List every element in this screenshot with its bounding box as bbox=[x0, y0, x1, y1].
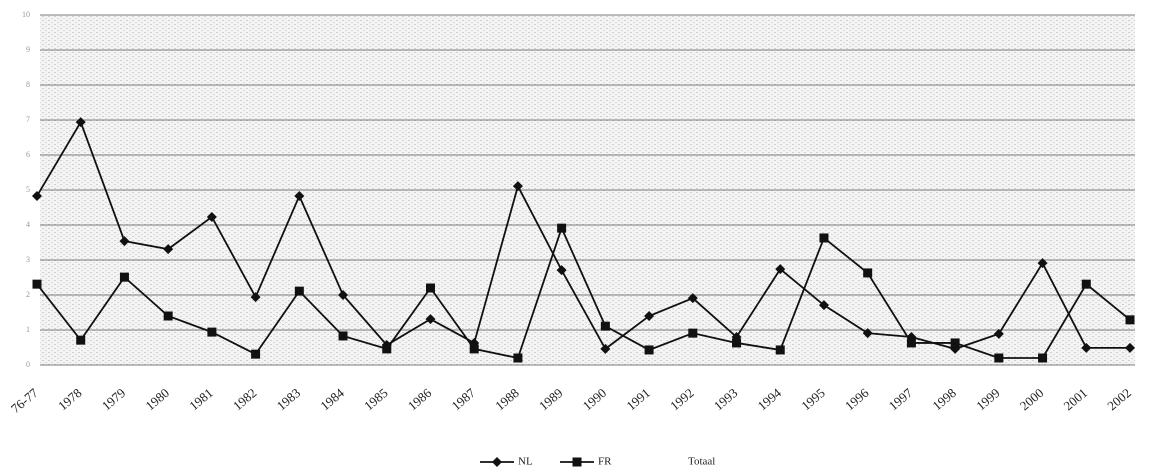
marker bbox=[1037, 258, 1048, 269]
marker bbox=[732, 338, 742, 348]
marker bbox=[950, 338, 960, 348]
x-tick-label: 1997 bbox=[886, 385, 916, 414]
marker bbox=[207, 327, 217, 337]
x-tick-label: 1987 bbox=[448, 385, 478, 414]
x-tick-label: 1999 bbox=[973, 385, 1003, 413]
y-tick-label: 4 bbox=[26, 220, 30, 229]
marker bbox=[32, 279, 42, 289]
marker bbox=[863, 268, 873, 278]
marker bbox=[1081, 279, 1091, 289]
marker bbox=[382, 344, 392, 354]
marker bbox=[512, 181, 523, 192]
marker bbox=[994, 353, 1004, 363]
marker bbox=[513, 353, 523, 363]
marker bbox=[556, 265, 567, 276]
x-tick-label: 76-77 bbox=[8, 385, 41, 416]
x-tick-label: 1981 bbox=[186, 385, 216, 413]
marker bbox=[294, 286, 304, 296]
x-tick-label: 1989 bbox=[536, 385, 566, 413]
line bbox=[36, 120, 1130, 351]
x-tick-label: 1980 bbox=[142, 385, 172, 413]
marker bbox=[425, 314, 436, 325]
marker bbox=[492, 457, 502, 467]
marker bbox=[76, 335, 86, 345]
legend-label: FR bbox=[598, 456, 612, 468]
marker bbox=[294, 190, 305, 201]
y-tick-label: 7 bbox=[26, 115, 30, 124]
marker bbox=[818, 300, 829, 311]
marker bbox=[75, 117, 86, 128]
y-tick-label: 9 bbox=[26, 45, 30, 54]
legend-label: NL bbox=[518, 456, 533, 468]
y-tick-label: 3 bbox=[26, 255, 30, 264]
marker bbox=[119, 236, 130, 247]
y-tick-label: 6 bbox=[26, 150, 30, 159]
x-tick-label: 2001 bbox=[1061, 385, 1091, 413]
marker bbox=[163, 244, 174, 255]
y-tick-label: 0 bbox=[26, 360, 30, 369]
x-tick-label: 1979 bbox=[99, 385, 129, 413]
marker bbox=[775, 345, 785, 355]
marker bbox=[338, 290, 349, 300]
marker bbox=[819, 233, 829, 243]
marker bbox=[119, 272, 129, 282]
marker bbox=[338, 331, 348, 341]
marker bbox=[644, 311, 655, 321]
x-tick-label: 1993 bbox=[711, 385, 741, 413]
marker bbox=[687, 293, 698, 304]
marker bbox=[1125, 342, 1135, 353]
x-tick-label: 1992 bbox=[667, 385, 697, 413]
x-tick-label: 1996 bbox=[842, 385, 872, 414]
y-tick-label: 8 bbox=[26, 80, 30, 89]
x-tick-label: 1994 bbox=[755, 385, 785, 414]
x-tick-label: 1986 bbox=[405, 385, 435, 414]
y-tick-label: 1 bbox=[26, 325, 30, 334]
marker bbox=[32, 190, 42, 201]
y-tick-label: 10 bbox=[22, 10, 30, 19]
marker bbox=[469, 344, 479, 354]
marker bbox=[600, 321, 610, 331]
marker bbox=[1081, 342, 1092, 353]
x-tick-label: 1984 bbox=[317, 385, 347, 414]
x-tick-label: 2000 bbox=[1017, 385, 1047, 413]
marker bbox=[644, 345, 654, 355]
marker bbox=[572, 457, 582, 467]
marker bbox=[1038, 353, 1048, 363]
x-tick-label: 1988 bbox=[492, 385, 522, 413]
marker bbox=[993, 328, 1004, 339]
marker bbox=[1125, 315, 1135, 325]
marker bbox=[163, 311, 173, 321]
x-tick-label: 2002 bbox=[1104, 385, 1134, 413]
marker bbox=[251, 349, 261, 359]
x-tick-label: 1982 bbox=[230, 385, 260, 413]
x-tick-label: 1998 bbox=[929, 385, 959, 413]
marker bbox=[775, 264, 786, 275]
marker bbox=[425, 283, 435, 293]
marker bbox=[600, 343, 611, 354]
marker bbox=[250, 292, 261, 303]
x-tick-label: 1991 bbox=[623, 385, 653, 413]
y-tick-label: 2 bbox=[26, 290, 30, 299]
y-tick-label: 5 bbox=[26, 185, 30, 194]
marker bbox=[206, 211, 217, 222]
x-tick-label: 1983 bbox=[274, 385, 304, 413]
marker bbox=[688, 328, 698, 338]
marker bbox=[906, 338, 916, 348]
x-tick-label: 1985 bbox=[361, 385, 391, 413]
marker bbox=[862, 328, 873, 339]
marker bbox=[557, 223, 567, 233]
legend-label: Totaal bbox=[688, 456, 715, 468]
x-tick-label: 1978 bbox=[55, 385, 85, 413]
x-tick-label: 1995 bbox=[798, 385, 828, 413]
x-tick-label: 1990 bbox=[580, 385, 610, 413]
line bbox=[36, 225, 1131, 360]
